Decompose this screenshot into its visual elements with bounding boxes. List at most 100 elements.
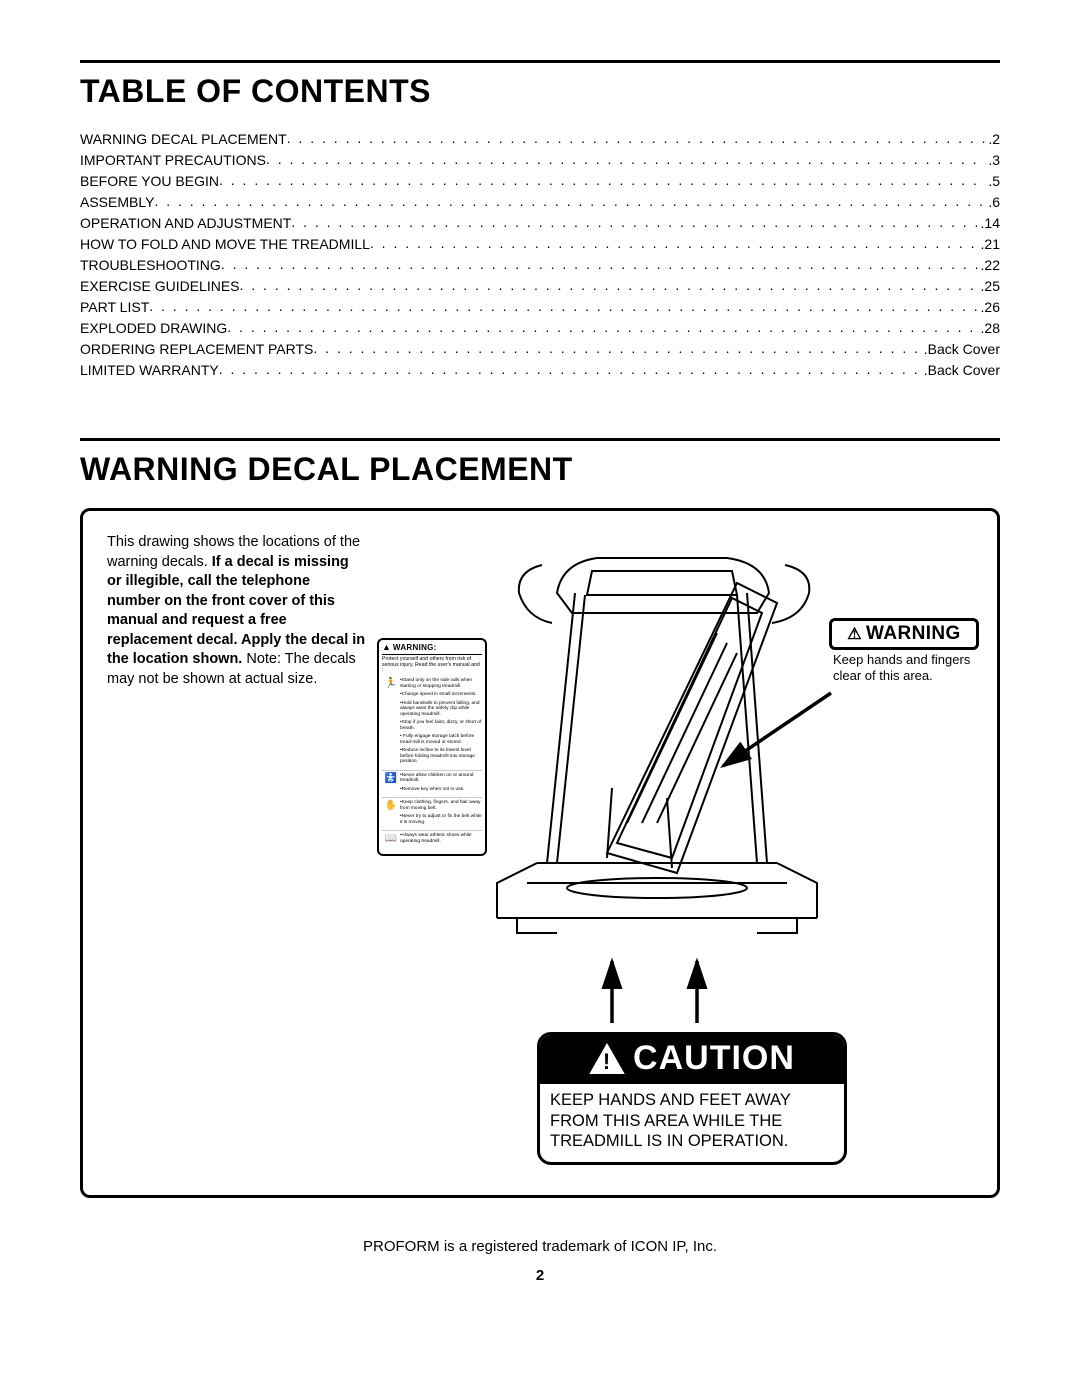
svg-text:!: ! — [603, 1049, 611, 1074]
toc-label: HOW TO FOLD AND MOVE THE TREADMILL — [80, 236, 370, 252]
toc-label: OPERATION AND ADJUSTMENT — [80, 215, 291, 231]
rule-mid — [80, 438, 1000, 441]
toc-leader-dots — [240, 277, 979, 291]
toc-leader-dots — [291, 214, 978, 228]
warning-bullet: •Reduce incline to its lowest level befo… — [400, 748, 482, 765]
warning-group: ✋•Keep clothing, fingers, and hair away … — [382, 797, 482, 830]
callout-arrow-1 — [713, 688, 833, 778]
caution-header: ! CAUTION — [540, 1035, 844, 1084]
toc-row: LIMITED WARRANTY .Back Cover — [80, 361, 1000, 378]
toc-row: PART LIST .26 — [80, 298, 1000, 315]
toc-page: .6 — [986, 194, 1000, 210]
manual-page: TABLE OF CONTENTS WARNING DECAL PLACEMEN… — [0, 0, 1080, 1397]
decal-intro-text: This drawing shows the locations of the … — [107, 533, 367, 1175]
toc-list: WARNING DECAL PLACEMENT .2 IMPORTANT PREC… — [80, 130, 1000, 378]
toc-label: EXERCISE GUIDELINES — [80, 278, 240, 294]
warning-group: 🚼•Never allow children on or around trea… — [382, 770, 482, 798]
toc-page: .3 — [986, 152, 1000, 168]
toc-row: EXPLODED DRAWING .28 — [80, 319, 1000, 336]
caution-label: ! CAUTION KEEP HANDS AND FEET AWAY FROM … — [537, 1032, 847, 1165]
decal-heading: WARNING DECAL PLACEMENT — [80, 451, 1000, 488]
toc-page: .25 — [979, 278, 1000, 294]
toc-label: LIMITED WARRANTY — [80, 362, 219, 378]
toc-leader-dots — [227, 319, 978, 333]
warning-triangle-icon: ⚠ — [847, 624, 862, 644]
warning-bullet: •Never try to adjust or fix the belt whi… — [400, 814, 482, 825]
toc-leader-dots — [149, 298, 978, 312]
toc-row: OPERATION AND ADJUSTMENT .14 — [80, 214, 1000, 231]
toc-leader-dots — [287, 130, 987, 144]
warning-callout-header: ⚠ WARNING — [829, 618, 979, 650]
warning-bullet: •Change speed in small increments. — [400, 692, 482, 698]
toc-label: TROUBLESHOOTING — [80, 257, 221, 273]
small-warning-intro: Protect yourself and others from risk of… — [382, 657, 482, 674]
warning-bullets: •Always wear athletic shoes while operat… — [400, 833, 482, 847]
toc-page: .22 — [979, 257, 1000, 273]
toc-page: .14 — [979, 215, 1000, 231]
page-number: 2 — [80, 1267, 1000, 1284]
toc-page: .21 — [979, 236, 1000, 252]
toc-row: ORDERING REPLACEMENT PARTS .Back Cover — [80, 340, 1000, 357]
warning-callout-body: Keep hands and fingers clear of this are… — [829, 650, 979, 683]
toc-page: .5 — [986, 173, 1000, 189]
toc-row: TROUBLESHOOTING .22 — [80, 256, 1000, 273]
toc-heading: TABLE OF CONTENTS — [80, 73, 1000, 110]
warning-decal-label: ▲ WARNING: Protect yourself and others f… — [377, 638, 487, 856]
toc-label: EXPLODED DRAWING — [80, 320, 227, 336]
warning-group: 🏃•Stand only on the side rails when star… — [382, 676, 482, 770]
warning-bullet: •Always wear athletic shoes while operat… — [400, 833, 482, 844]
toc-row: HOW TO FOLD AND MOVE THE TREADMILL .21 — [80, 235, 1000, 252]
small-warning-header-text: WARNING: — [393, 643, 437, 652]
warning-group: 📖•Always wear athletic shoes while opera… — [382, 830, 482, 849]
warning-bullet: •Keep clothing, fingers, and hair away f… — [400, 800, 482, 811]
warning-bullet: •Stop if you feel faint, dizzy, or short… — [400, 720, 482, 731]
toc-page: .28 — [979, 320, 1000, 336]
toc-leader-dots — [370, 235, 979, 249]
toc-label: ASSEMBLY — [80, 194, 154, 210]
toc-row: ASSEMBLY .6 — [80, 193, 1000, 210]
toc-leader-dots — [154, 193, 986, 207]
diagram-area: ▲ WARNING: Protect yourself and others f… — [367, 533, 973, 1175]
toc-label: BEFORE YOU BEGIN — [80, 173, 219, 189]
toc-label: WARNING DECAL PLACEMENT — [80, 131, 287, 147]
toc-row: IMPORTANT PRECAUTIONS .3 — [80, 151, 1000, 168]
warning-bullet: • Fully engage storage latch before trea… — [400, 734, 482, 745]
child-icon: 🚼 — [382, 773, 400, 784]
caution-triangle-icon: ! — [589, 1043, 625, 1075]
callout-arrow-2 — [602, 955, 622, 1025]
toc-page: .26 — [979, 299, 1000, 315]
toc-leader-dots — [221, 256, 979, 270]
book-icon: 📖 — [382, 833, 400, 844]
decal-box: This drawing shows the locations of the … — [80, 508, 1000, 1198]
warning-callout-header-text: WARNING — [866, 623, 961, 645]
toc-page: .Back Cover — [922, 341, 1000, 357]
warning-bullets: •Never allow children on or around tread… — [400, 773, 482, 796]
toc-page: .Back Cover — [922, 362, 1000, 378]
toc-row: BEFORE YOU BEGIN .5 — [80, 172, 1000, 189]
toc-page: .2 — [986, 131, 1000, 147]
toc-label: PART LIST — [80, 299, 149, 315]
warning-callout: ⚠ WARNING Keep hands and fingers clear o… — [829, 618, 979, 683]
toc-label: IMPORTANT PRECAUTIONS — [80, 152, 266, 168]
warning-bullets: •Stand only on the side rails when start… — [400, 678, 482, 768]
caution-body: KEEP HANDS AND FEET AWAY FROM THIS AREA … — [540, 1084, 844, 1162]
warning-bullet: •Stand only on the side rails when start… — [400, 678, 482, 689]
toc-row: WARNING DECAL PLACEMENT .2 — [80, 130, 1000, 147]
run-icon: 🏃 — [382, 678, 400, 689]
warning-triangle-icon: ▲ — [382, 642, 391, 652]
warning-bullet: •Hold handrails to prevent falling, and … — [400, 701, 482, 718]
callout-arrow-3 — [687, 955, 707, 1025]
toc-leader-dots — [313, 340, 921, 354]
warning-bullet: •Remove key when not in use. — [400, 787, 482, 793]
caution-header-text: CAUTION — [633, 1039, 795, 1078]
toc-leader-dots — [219, 361, 922, 375]
toc-leader-dots — [266, 151, 986, 165]
toc-leader-dots — [219, 172, 986, 186]
toc-row: EXERCISE GUIDELINES .25 — [80, 277, 1000, 294]
rule-top — [80, 60, 1000, 63]
warning-bullet: •Never allow children on or around tread… — [400, 773, 482, 784]
hand-icon: ✋ — [382, 800, 400, 811]
toc-label: ORDERING REPLACEMENT PARTS — [80, 341, 313, 357]
footer-trademark: PROFORM is a registered trademark of ICO… — [80, 1238, 1000, 1255]
small-warning-header: ▲ WARNING: — [382, 642, 482, 655]
